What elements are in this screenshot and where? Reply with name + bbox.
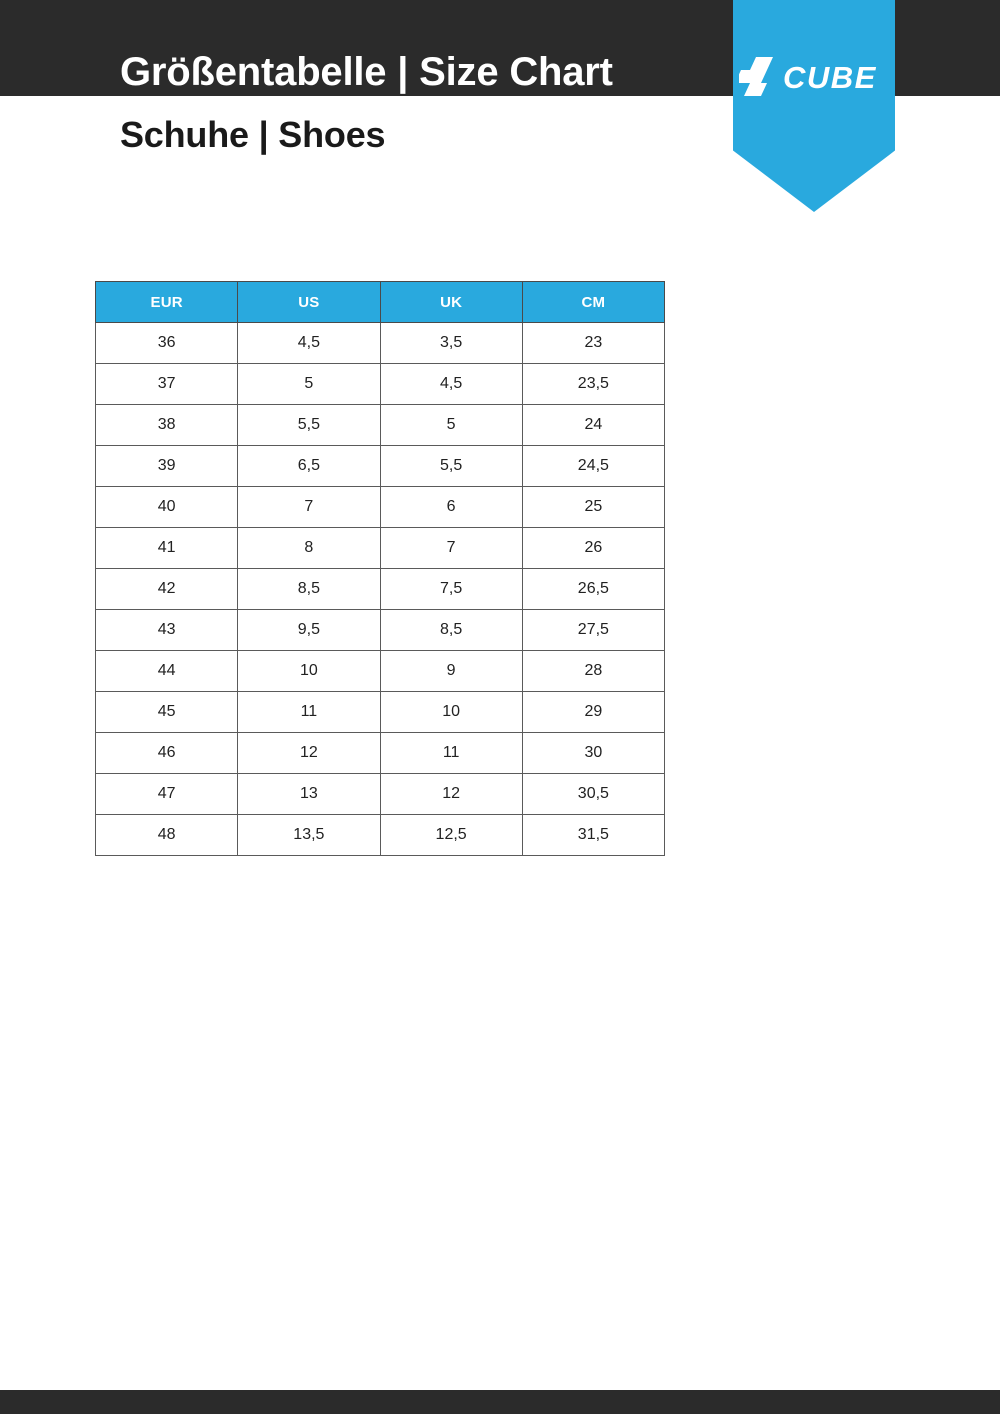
cell-eur: 42 xyxy=(94,568,239,610)
cell-cm: 31,5 xyxy=(521,814,666,856)
table-row: 36 4,5 3,5 23 xyxy=(94,322,666,364)
cell-eur: 46 xyxy=(94,732,239,774)
column-header-cm: CM xyxy=(521,281,666,323)
cell-us: 5,5 xyxy=(237,404,381,446)
size-chart-body: 36 4,5 3,5 23 37 5 4,5 23,5 38 5,5 5 24 39 6,5 5,5 24,5… xyxy=(94,322,666,856)
cell-cm: 23,5 xyxy=(521,363,666,405)
cell-us: 6,5 xyxy=(237,445,381,487)
table-row: 38 5,5 5 24 xyxy=(94,404,666,446)
cube-logo: CUBE xyxy=(733,52,895,102)
cube-cross-icon xyxy=(739,57,773,96)
cell-uk: 5 xyxy=(379,404,523,446)
cell-cm: 29 xyxy=(521,691,666,733)
cell-cm: 30,5 xyxy=(521,773,666,815)
cell-cm: 28 xyxy=(521,650,666,692)
cell-uk: 8,5 xyxy=(379,609,523,651)
cell-us: 8 xyxy=(237,527,381,569)
page-subtitle: Schuhe | Shoes xyxy=(120,114,386,155)
table-row: 45 11 10 29 xyxy=(94,691,666,733)
table-row: 43 9,5 8,5 27,5 xyxy=(94,609,666,651)
cell-uk: 7 xyxy=(379,527,523,569)
cell-uk: 7,5 xyxy=(379,568,523,610)
cell-cm: 25 xyxy=(521,486,666,528)
cell-us: 8,5 xyxy=(237,568,381,610)
cell-eur: 37 xyxy=(94,363,239,405)
cell-uk: 3,5 xyxy=(379,322,523,364)
cell-eur: 41 xyxy=(94,527,239,569)
cell-us: 11 xyxy=(237,691,381,733)
page-title: Größentabelle | Size Chart xyxy=(120,50,613,94)
cell-us: 13 xyxy=(237,773,381,815)
table-row: 48 13,5 12,5 31,5 xyxy=(94,814,666,856)
table-row: 40 7 6 25 xyxy=(94,486,666,528)
cell-cm: 24,5 xyxy=(521,445,666,487)
cell-uk: 12 xyxy=(379,773,523,815)
cell-us: 5 xyxy=(237,363,381,405)
cell-us: 12 xyxy=(237,732,381,774)
cell-uk: 4,5 xyxy=(379,363,523,405)
cell-eur: 40 xyxy=(94,486,239,528)
cell-cm: 27,5 xyxy=(521,609,666,651)
cell-eur: 38 xyxy=(94,404,239,446)
cell-us: 10 xyxy=(237,650,381,692)
cell-eur: 45 xyxy=(94,691,239,733)
cell-eur: 48 xyxy=(94,814,239,856)
cell-uk: 11 xyxy=(379,732,523,774)
cell-cm: 26 xyxy=(521,527,666,569)
column-header-eur: EUR xyxy=(94,281,239,323)
cell-uk: 5,5 xyxy=(379,445,523,487)
column-header-us: US xyxy=(237,281,381,323)
cube-logo-svg: CUBE xyxy=(739,57,877,96)
table-row: 39 6,5 5,5 24,5 xyxy=(94,445,666,487)
table-header-row: EUR US UK CM xyxy=(94,281,666,323)
footer-bar xyxy=(0,1390,1000,1414)
cube-wordmark: CUBE xyxy=(783,60,877,95)
column-header-uk: UK xyxy=(379,281,523,323)
cell-us: 7 xyxy=(237,486,381,528)
cell-uk: 6 xyxy=(379,486,523,528)
cell-us: 9,5 xyxy=(237,609,381,651)
cell-eur: 43 xyxy=(94,609,239,651)
cell-cm: 24 xyxy=(521,404,666,446)
cell-us: 4,5 xyxy=(237,322,381,364)
cell-eur: 44 xyxy=(94,650,239,692)
table-row: 42 8,5 7,5 26,5 xyxy=(94,568,666,610)
table-row: 47 13 12 30,5 xyxy=(94,773,666,815)
cell-uk: 10 xyxy=(379,691,523,733)
table-row: 44 10 9 28 xyxy=(94,650,666,692)
cell-cm: 23 xyxy=(521,322,666,364)
page-title-top-clip: Größentabelle | Size Chart xyxy=(0,0,1000,96)
cell-cm: 26,5 xyxy=(521,568,666,610)
cell-eur: 36 xyxy=(94,322,239,364)
table-row: 46 12 11 30 xyxy=(94,732,666,774)
table-row: 37 5 4,5 23,5 xyxy=(94,363,666,405)
cell-cm: 30 xyxy=(521,732,666,774)
cell-eur: 47 xyxy=(94,773,239,815)
cell-uk: 12,5 xyxy=(379,814,523,856)
size-chart-table: EUR US UK CM 36 4,5 3,5 23 37 5 4,5 23,5 38 5,5 5 2… xyxy=(94,281,666,856)
cell-eur: 39 xyxy=(94,445,239,487)
cell-uk: 9 xyxy=(379,650,523,692)
table-row: 41 8 7 26 xyxy=(94,527,666,569)
cell-us: 13,5 xyxy=(237,814,381,856)
